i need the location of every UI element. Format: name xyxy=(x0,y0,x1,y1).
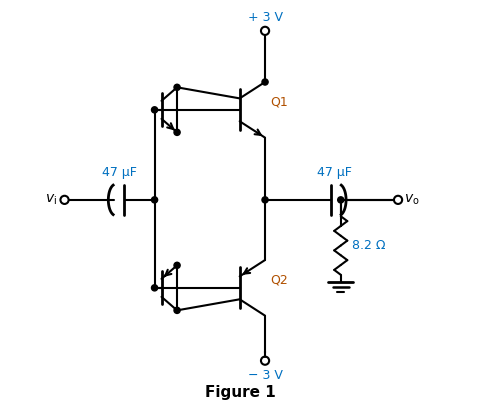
Circle shape xyxy=(174,84,180,90)
Circle shape xyxy=(337,197,343,203)
Circle shape xyxy=(174,129,180,136)
Text: − 3 V: − 3 V xyxy=(247,369,282,382)
Text: Figure 1: Figure 1 xyxy=(204,385,276,400)
Circle shape xyxy=(151,197,157,203)
Text: 47 μF: 47 μF xyxy=(102,166,137,178)
Circle shape xyxy=(151,107,157,113)
Circle shape xyxy=(262,79,267,85)
Text: $v_\mathrm{i}$: $v_\mathrm{i}$ xyxy=(45,193,57,207)
Text: + 3 V: + 3 V xyxy=(247,11,282,24)
Text: Q2: Q2 xyxy=(269,273,287,286)
Circle shape xyxy=(174,262,180,268)
Text: 47 μF: 47 μF xyxy=(316,166,351,178)
Circle shape xyxy=(174,307,180,314)
Text: Q1: Q1 xyxy=(269,95,287,108)
Circle shape xyxy=(151,285,157,291)
Text: $v_\mathrm{o}$: $v_\mathrm{o}$ xyxy=(403,193,419,207)
Text: 8.2 Ω: 8.2 Ω xyxy=(351,239,385,253)
Circle shape xyxy=(262,197,267,203)
